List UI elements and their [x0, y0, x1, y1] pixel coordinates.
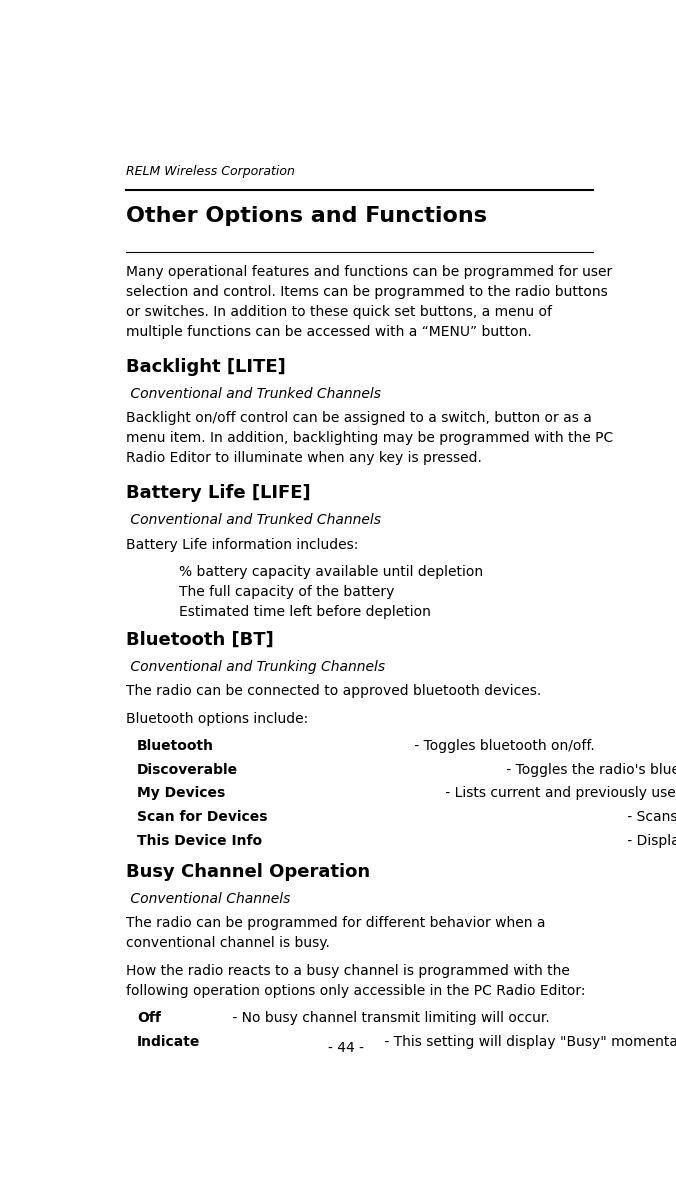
- Text: - 44 -: - 44 -: [329, 1041, 364, 1056]
- Text: Many operational features and functions can be programmed for user: Many operational features and functions …: [126, 265, 612, 279]
- Text: Bluetooth options include:: Bluetooth options include:: [126, 712, 309, 726]
- Text: % battery capacity available until depletion: % battery capacity available until deple…: [178, 565, 483, 579]
- Text: multiple functions can be accessed with a “MENU” button.: multiple functions can be accessed with …: [126, 325, 532, 339]
- Text: Conventional and Trunked Channels: Conventional and Trunked Channels: [126, 513, 381, 527]
- Text: or switches. In addition to these quick set buttons, a menu of: or switches. In addition to these quick …: [126, 305, 552, 319]
- Text: Discoverable: Discoverable: [137, 762, 238, 777]
- Text: Backlight on/off control can be assigned to a switch, button or as a: Backlight on/off control can be assigned…: [126, 411, 592, 426]
- Text: conventional channel is busy.: conventional channel is busy.: [126, 936, 331, 950]
- Text: - Toggles the radio's bluetooth discoverable state on/off: - Toggles the radio's bluetooth discover…: [502, 762, 676, 777]
- Text: Other Options and Functions: Other Options and Functions: [126, 207, 487, 227]
- Text: Battery Life information includes:: Battery Life information includes:: [126, 538, 359, 552]
- Text: - Toggles bluetooth on/off.: - Toggles bluetooth on/off.: [410, 739, 595, 753]
- Text: Bluetooth [BT]: Bluetooth [BT]: [126, 630, 274, 649]
- Text: - Display's the radio's name and MAC address.: - Display's the radio's name and MAC add…: [623, 833, 676, 847]
- Text: Conventional and Trunking Channels: Conventional and Trunking Channels: [126, 660, 385, 674]
- Text: Scan for Devices: Scan for Devices: [137, 810, 268, 824]
- Text: Radio Editor to illuminate when any key is pressed.: Radio Editor to illuminate when any key …: [126, 452, 482, 466]
- Text: Backlight [LITE]: Backlight [LITE]: [126, 357, 286, 376]
- Text: RELM Wireless Corporation: RELM Wireless Corporation: [126, 164, 295, 177]
- Text: Conventional and Trunked Channels: Conventional and Trunked Channels: [126, 387, 381, 401]
- Text: - Lists current and previously used bluetooth devices.: - Lists current and previously used blue…: [441, 786, 676, 800]
- Text: Indicate: Indicate: [137, 1034, 200, 1048]
- Text: Battery Life [LIFE]: Battery Life [LIFE]: [126, 485, 311, 502]
- Text: menu item. In addition, backlighting may be programmed with the PC: menu item. In addition, backlighting may…: [126, 431, 614, 446]
- Text: Busy Channel Operation: Busy Channel Operation: [126, 863, 370, 881]
- Text: The full capacity of the battery: The full capacity of the battery: [178, 585, 394, 599]
- Text: Off: Off: [137, 1011, 161, 1025]
- Text: - No busy channel transmit limiting will occur.: - No busy channel transmit limiting will…: [228, 1011, 550, 1025]
- Text: My Devices: My Devices: [137, 786, 225, 800]
- Text: Bluetooth: Bluetooth: [137, 739, 214, 753]
- Text: - Scans for discoverable bluetooth devices.: - Scans for discoverable bluetooth devic…: [623, 810, 676, 824]
- Text: How the radio reacts to a busy channel is programmed with the: How the radio reacts to a busy channel i…: [126, 963, 571, 978]
- Text: following operation options only accessible in the PC Radio Editor:: following operation options only accessi…: [126, 983, 586, 998]
- Text: selection and control. Items can be programmed to the radio buttons: selection and control. Items can be prog…: [126, 285, 608, 299]
- Text: - This setting will display "Busy" momentarily and an alert: - This setting will display "Busy" momen…: [380, 1034, 676, 1048]
- Text: The radio can be connected to approved bluetooth devices.: The radio can be connected to approved b…: [126, 684, 541, 699]
- Text: Conventional Channels: Conventional Channels: [126, 891, 291, 905]
- Text: The radio can be programmed for different behavior when a: The radio can be programmed for differen…: [126, 916, 546, 930]
- Text: This Device Info: This Device Info: [137, 833, 262, 847]
- Text: Estimated time left before depletion: Estimated time left before depletion: [178, 605, 431, 619]
